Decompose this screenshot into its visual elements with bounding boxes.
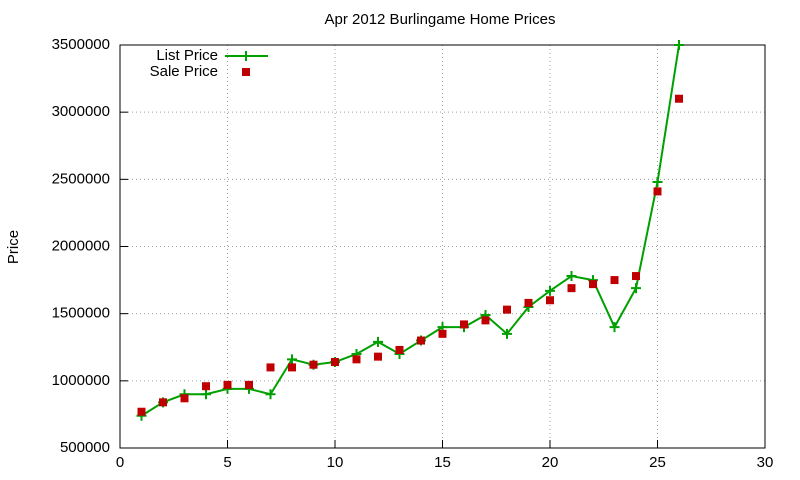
point	[266, 363, 275, 372]
legend-label: Sale Price	[150, 63, 218, 80]
point	[545, 285, 555, 296]
point	[373, 336, 383, 347]
point	[438, 329, 447, 338]
point	[589, 280, 597, 289]
point	[609, 322, 620, 333]
point	[631, 283, 641, 294]
point	[201, 389, 211, 400]
y-tick-label: 500000	[60, 439, 110, 456]
point	[352, 355, 361, 364]
y-tick-label: 1500000	[52, 305, 110, 322]
chart-title: Apr 2012 Burlingame Home Prices	[325, 11, 556, 28]
point	[503, 305, 511, 314]
y-tick-label: 3500000	[52, 36, 110, 53]
point	[223, 380, 232, 389]
legend-swatch	[241, 51, 251, 61]
point	[309, 360, 318, 369]
point	[653, 187, 662, 196]
series-line	[140, 44, 680, 417]
y-tick-label: 2500000	[52, 170, 110, 187]
point	[245, 380, 253, 389]
point	[417, 336, 425, 345]
point	[652, 177, 663, 188]
point	[546, 296, 554, 305]
point	[331, 358, 339, 367]
point	[481, 316, 490, 325]
point	[524, 298, 533, 307]
point	[159, 398, 167, 407]
y-tick-label: 1000000	[52, 372, 110, 389]
point	[287, 354, 297, 365]
point	[610, 276, 619, 285]
y-tick-label: 3000000	[52, 103, 110, 120]
x-tick-label: 5	[223, 454, 231, 471]
point	[265, 389, 276, 400]
point	[460, 320, 468, 329]
point	[566, 271, 577, 282]
point	[180, 394, 189, 403]
point	[632, 272, 640, 281]
point	[567, 284, 576, 293]
x-tick-label: 10	[327, 454, 344, 471]
point	[288, 363, 296, 372]
point	[202, 382, 210, 391]
point	[674, 40, 684, 50]
x-tick-label: 30	[757, 454, 774, 471]
legend-label: List Price	[156, 47, 218, 64]
point	[502, 328, 512, 339]
y-axis-label: Price	[5, 230, 22, 264]
x-tick-label: 20	[542, 454, 559, 471]
y-tick-label: 2000000	[52, 237, 110, 254]
point	[374, 352, 382, 361]
x-tick-label: 15	[434, 454, 451, 471]
point	[675, 94, 683, 103]
plot-frame	[119, 44, 766, 449]
legend-swatch	[242, 68, 250, 76]
x-tick-label: 0	[116, 454, 124, 471]
point	[395, 345, 404, 354]
point	[137, 407, 146, 416]
x-tick-label: 25	[649, 454, 666, 471]
